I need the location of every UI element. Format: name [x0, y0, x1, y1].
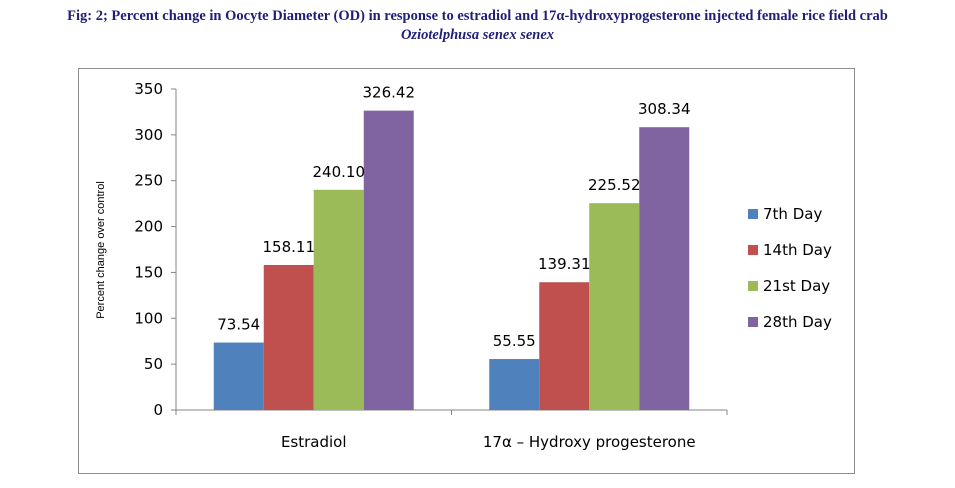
y-tick-label: 150 — [134, 263, 163, 281]
y-tick-label: 350 — [134, 80, 163, 98]
bar-value-label: 55.55 — [493, 332, 536, 350]
legend-swatch — [748, 209, 758, 219]
bar-value-label: 308.34 — [638, 100, 691, 118]
figure-title: Fig: 2; Percent change in Oocyte Diamete… — [67, 8, 888, 24]
bar — [489, 359, 540, 410]
legend-label: 14th Day — [763, 241, 832, 259]
figure-subtitle: Oziotelphusa senex senex — [400, 27, 555, 43]
legend: 7th Day 14th Day 21st Day 28th Day — [748, 205, 832, 331]
bar — [213, 342, 264, 410]
y-tick-label: 100 — [134, 309, 163, 327]
bar-value-label: 225.52 — [588, 176, 641, 194]
y-tick-label: 0 — [153, 401, 163, 419]
bar-value-label: 326.42 — [363, 84, 416, 102]
bar — [639, 127, 690, 411]
legend-label: 28th Day — [763, 313, 832, 331]
y-tick-label: 200 — [134, 218, 163, 236]
bars — [213, 110, 690, 411]
bar — [313, 189, 364, 410]
category-label: Estradiol — [281, 433, 347, 451]
bar-value-label: 158.11 — [263, 238, 316, 256]
data-labels: 73.54 158.11 240.10 326.42 55.55 139.31 225.52… — [217, 84, 690, 350]
y-tick-label: 250 — [134, 172, 163, 190]
bar — [263, 264, 314, 410]
bar-value-label: 139.31 — [538, 255, 591, 273]
y-tick-label: 300 — [134, 126, 163, 144]
bar — [589, 203, 640, 410]
legend-label: 7th Day — [763, 205, 822, 223]
y-tick-label: 50 — [144, 355, 163, 373]
axes: 0 50 100 150 200 250 300 350 Estradiol 17α – Hydr… — [134, 80, 728, 451]
bar — [363, 110, 414, 411]
y-axis-label: Percent change over control — [95, 181, 107, 319]
bar-value-label: 73.54 — [217, 316, 260, 334]
chart-frame — [78, 68, 855, 474]
legend-swatch — [748, 281, 758, 291]
category-label: 17α – Hydroxy progesterone — [483, 433, 696, 451]
legend-swatch — [748, 245, 758, 255]
legend-label: 21st Day — [763, 277, 830, 295]
bar-value-label: 240.10 — [313, 163, 366, 181]
bar — [539, 282, 590, 410]
legend-swatch — [748, 317, 758, 327]
